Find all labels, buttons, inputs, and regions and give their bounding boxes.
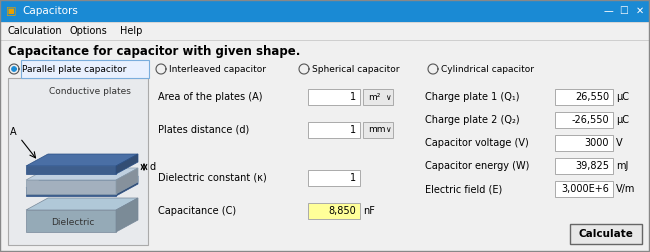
FancyBboxPatch shape — [308, 170, 360, 186]
Polygon shape — [26, 168, 138, 180]
Text: V/m: V/m — [616, 184, 636, 194]
Text: ∨: ∨ — [385, 92, 391, 102]
Text: 1: 1 — [350, 173, 356, 183]
Text: Dielectric: Dielectric — [51, 218, 95, 227]
Text: mJ: mJ — [616, 161, 629, 171]
FancyBboxPatch shape — [8, 78, 148, 245]
Text: Conductive plates: Conductive plates — [49, 87, 131, 97]
FancyBboxPatch shape — [555, 112, 613, 128]
Text: Capacitor voltage (V): Capacitor voltage (V) — [425, 138, 528, 148]
Polygon shape — [116, 168, 138, 194]
Text: Cylindrical capacitor: Cylindrical capacitor — [441, 65, 534, 74]
Text: 1: 1 — [350, 125, 356, 135]
FancyBboxPatch shape — [308, 122, 360, 138]
Polygon shape — [26, 180, 116, 194]
Text: —: — — [603, 6, 613, 16]
Polygon shape — [26, 154, 138, 166]
Polygon shape — [116, 198, 138, 232]
Text: Calculation: Calculation — [8, 26, 62, 36]
FancyBboxPatch shape — [555, 89, 613, 105]
Text: Plates distance (d): Plates distance (d) — [158, 125, 249, 135]
Text: ∨: ∨ — [385, 125, 391, 135]
Text: Options: Options — [70, 26, 108, 36]
Text: d: d — [149, 162, 155, 172]
Text: Charge plate 1 (Q₁): Charge plate 1 (Q₁) — [425, 92, 519, 102]
Text: V: V — [616, 138, 623, 148]
Text: Spherical capacitor: Spherical capacitor — [312, 65, 400, 74]
Polygon shape — [26, 176, 138, 188]
Text: Parallel plate capacitor: Parallel plate capacitor — [22, 65, 126, 74]
Polygon shape — [116, 154, 138, 174]
Polygon shape — [26, 198, 138, 210]
Polygon shape — [26, 166, 116, 174]
Text: mm: mm — [368, 125, 385, 135]
Polygon shape — [26, 188, 116, 196]
Text: m²: m² — [368, 92, 380, 102]
FancyBboxPatch shape — [363, 122, 393, 138]
FancyBboxPatch shape — [363, 89, 393, 105]
FancyBboxPatch shape — [555, 158, 613, 174]
Text: Interleaved capacitor: Interleaved capacitor — [169, 65, 266, 74]
FancyBboxPatch shape — [308, 203, 360, 219]
Text: ☐: ☐ — [619, 6, 629, 16]
Text: 3,000E+6: 3,000E+6 — [561, 184, 609, 194]
FancyBboxPatch shape — [570, 224, 642, 244]
FancyBboxPatch shape — [308, 89, 360, 105]
Text: nF: nF — [363, 206, 375, 216]
Polygon shape — [12, 67, 16, 72]
Text: 26,550: 26,550 — [575, 92, 609, 102]
Text: 1: 1 — [350, 92, 356, 102]
FancyBboxPatch shape — [555, 181, 613, 197]
Text: Help: Help — [120, 26, 142, 36]
Text: Capacitor energy (W): Capacitor energy (W) — [425, 161, 529, 171]
Text: μC: μC — [616, 92, 629, 102]
FancyBboxPatch shape — [0, 22, 650, 40]
Text: ▣: ▣ — [6, 6, 16, 16]
Text: 39,825: 39,825 — [575, 161, 609, 171]
Text: Dielectric constant (κ): Dielectric constant (κ) — [158, 173, 266, 183]
Text: ✕: ✕ — [636, 6, 644, 16]
Text: 3000: 3000 — [584, 138, 609, 148]
Text: Capacitors: Capacitors — [22, 6, 78, 16]
FancyBboxPatch shape — [0, 0, 650, 22]
Text: Electric field (E): Electric field (E) — [425, 184, 502, 194]
Text: μC: μC — [616, 115, 629, 125]
Text: 8,850: 8,850 — [328, 206, 356, 216]
Text: Area of the plates (A): Area of the plates (A) — [158, 92, 263, 102]
Text: -26,550: -26,550 — [571, 115, 609, 125]
Text: Capacitance (C): Capacitance (C) — [158, 206, 236, 216]
Polygon shape — [116, 176, 138, 196]
Text: A: A — [10, 127, 16, 137]
Text: Calculate: Calculate — [578, 229, 634, 239]
FancyBboxPatch shape — [21, 60, 149, 78]
Text: Charge plate 2 (Q₂): Charge plate 2 (Q₂) — [425, 115, 519, 125]
Polygon shape — [26, 210, 116, 232]
FancyBboxPatch shape — [555, 135, 613, 151]
Text: Capacitance for capacitor with given shape.: Capacitance for capacitor with given sha… — [8, 46, 300, 58]
